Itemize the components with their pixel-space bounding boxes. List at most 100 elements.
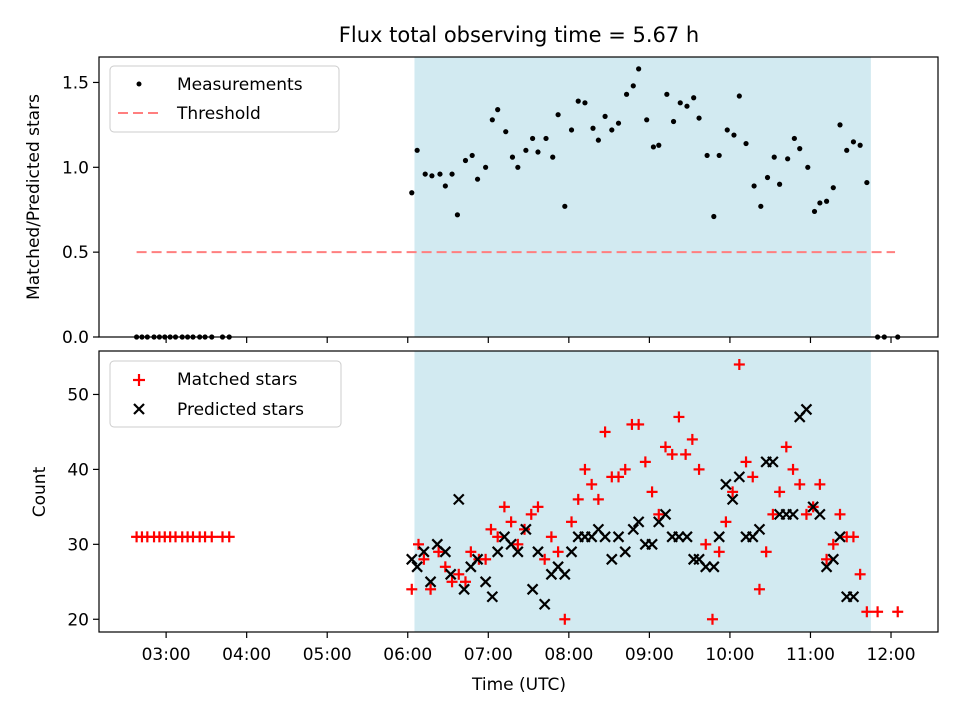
measurement-point — [609, 127, 615, 133]
matched-point — [847, 531, 859, 543]
matched-point — [485, 523, 497, 535]
measurement-point — [590, 125, 596, 131]
matched-point — [659, 441, 671, 453]
bottom-legend: Matched stars Predicted stars — [109, 360, 342, 428]
matched-point — [446, 576, 458, 588]
matched-point — [512, 538, 524, 550]
measurement-point — [523, 147, 529, 153]
measurement-point — [656, 142, 662, 148]
legend-measurement-marker — [136, 81, 142, 87]
matched-point — [552, 546, 564, 558]
measurement-point — [837, 122, 843, 128]
legend-predicted-label: Predicted stars — [177, 400, 304, 420]
matched-point — [794, 478, 806, 490]
measurement-point — [636, 66, 642, 72]
measurement-point — [857, 142, 863, 148]
measurement-point — [437, 171, 443, 177]
matched-point — [814, 478, 826, 490]
measurement-point — [850, 139, 857, 145]
matched-point — [505, 516, 517, 528]
bottom-x-tick-label: 03:00 — [142, 645, 191, 665]
matched-point — [854, 568, 866, 580]
matched-point — [492, 531, 504, 543]
matched-point — [693, 463, 705, 475]
predicted-point — [452, 493, 465, 506]
matched-point — [572, 493, 584, 505]
predicted-point — [627, 523, 640, 536]
matched-point — [780, 441, 792, 453]
measurement-point — [751, 183, 757, 189]
legend-predicted-marker — [133, 403, 145, 415]
matched-point — [579, 463, 591, 475]
bottom-x-tick-label: 04:00 — [222, 645, 271, 665]
matched-point — [861, 606, 873, 618]
matched-point — [686, 433, 698, 445]
top-y-tick-label: 0.5 — [62, 243, 89, 263]
predicted-point — [526, 583, 539, 596]
matched-point — [223, 531, 235, 543]
matched-point — [646, 486, 658, 498]
measurement-point — [736, 93, 742, 99]
bottom-plot-frame — [98, 350, 939, 633]
matched-point — [713, 546, 725, 558]
predicted-point — [659, 508, 672, 521]
x-axis-label: Time (UTC) — [471, 675, 566, 695]
predicted-point — [532, 546, 544, 558]
measurement-point — [670, 118, 677, 125]
measurement-point — [602, 113, 608, 119]
measurement-point — [758, 203, 764, 209]
measurement-point — [449, 171, 455, 177]
measurement-point — [595, 137, 601, 143]
predicted-point — [424, 576, 437, 588]
measurement-point — [469, 152, 475, 159]
measurement-point — [489, 117, 495, 123]
measurement-point — [509, 154, 516, 160]
matched-point — [418, 553, 430, 565]
matched-point — [532, 501, 544, 513]
bottom-x-tick-label: 05:00 — [303, 645, 352, 665]
bottom-x-tick-label: 08:00 — [544, 645, 593, 665]
measurement-point — [474, 176, 481, 182]
matched-point — [727, 486, 739, 498]
matched-point — [545, 531, 557, 543]
measurement-point — [582, 100, 588, 106]
measurement-point — [711, 213, 717, 220]
top-legend-box — [109, 65, 340, 133]
measurement-point — [771, 154, 777, 160]
predicted-point — [733, 471, 746, 483]
legend-matched-marker — [133, 374, 145, 386]
measurement-point — [414, 147, 420, 153]
measurement-point — [811, 208, 818, 215]
matched-point — [720, 516, 732, 528]
measurement-point — [543, 135, 549, 142]
measurement-point — [817, 200, 823, 206]
measurement-point — [791, 135, 797, 142]
predicted-point — [827, 553, 840, 566]
matched-point — [539, 553, 551, 565]
matched-point — [800, 508, 812, 520]
predicted-point — [418, 546, 430, 558]
predicted-point — [681, 531, 693, 543]
measurement-point — [562, 203, 568, 209]
matched-point — [706, 613, 718, 625]
measurement-point — [422, 171, 428, 177]
matched-point — [872, 606, 884, 618]
matched-point — [774, 486, 786, 498]
predicted-point — [708, 561, 720, 573]
measurement-point — [429, 173, 435, 179]
matched-point — [592, 493, 604, 505]
legend-threshold-label: Threshold — [176, 104, 261, 124]
matched-point — [619, 463, 631, 475]
chart-title: Flux total observing time = 5.67 h — [339, 23, 699, 47]
predicted-point — [479, 576, 492, 588]
measurement-point — [442, 183, 448, 189]
matched-point — [753, 583, 765, 595]
predicted-point — [619, 546, 631, 558]
predicted-point — [847, 591, 860, 603]
predicted-point — [565, 546, 578, 558]
measurement-point — [409, 190, 415, 196]
matched-point — [760, 546, 772, 558]
bottom-x-axis: 03:00 04:00 05:00 06:00 07:00 08:00 09:00 10:00… — [142, 632, 916, 665]
